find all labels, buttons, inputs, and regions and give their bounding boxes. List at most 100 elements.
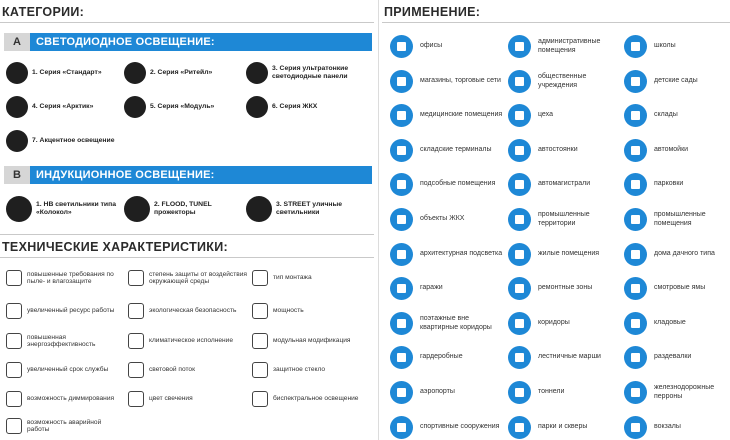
product-item[interactable]: 7. Акцентное освещение — [6, 130, 206, 152]
application-label: складские терминалы — [420, 146, 492, 154]
application-item[interactable]: школы — [624, 35, 728, 58]
application-label: подсобные помещения — [420, 180, 496, 188]
product-label: 1. HB светильники типа «Колокол» — [36, 201, 116, 216]
car-wash-icon — [624, 139, 647, 162]
spec-item: модульная модификация — [252, 333, 370, 349]
spec-label: возможность аварийной работы — [27, 418, 102, 434]
application-item[interactable]: тоннели — [508, 381, 622, 404]
application-item[interactable]: дома дачного типа — [624, 243, 728, 266]
medical-kit-icon — [390, 104, 413, 127]
application-item[interactable]: промышленные территории — [508, 208, 622, 231]
product-item[interactable]: 3. Серия ультратонкие светодиодные панел… — [246, 62, 372, 84]
application-item[interactable]: кладовые — [624, 312, 728, 335]
spec-label: повышенные требования по пыле- и влагоза… — [27, 270, 114, 286]
application-item[interactable]: гаражи — [390, 277, 504, 300]
application-item[interactable]: архитектурная подсветка — [390, 243, 504, 266]
product-label: 1. Серия «Стандарт» — [32, 69, 102, 76]
application-item[interactable]: офисы — [390, 35, 504, 58]
spec-item: увеличенный срок службы — [6, 362, 124, 378]
product-label: 5. Серия «Модуль» — [150, 103, 215, 110]
application-item[interactable]: смотровые ямы — [624, 277, 728, 300]
application-label: архитектурная подсветка — [420, 250, 503, 258]
application-item[interactable]: медицинские помещения — [390, 104, 504, 127]
application-item[interactable]: поэтажные вне квартирные коридоры — [390, 312, 504, 335]
product-item[interactable]: 1. HB светильники типа «Колокол» — [6, 196, 122, 222]
application-label: промышленные территории — [538, 211, 590, 227]
application-item[interactable]: складские терминалы — [390, 139, 504, 162]
led-letter: A — [4, 33, 30, 51]
application-item[interactable]: объекты ЖКХ — [390, 208, 504, 231]
product-item[interactable]: 6. Серия ЖКХ — [246, 96, 372, 118]
spec-label: возможность диммирования — [27, 395, 115, 403]
application-item[interactable]: гардеробные — [390, 346, 504, 369]
spec-item: защитное стекло — [252, 362, 370, 378]
application-item[interactable]: лестничные марши — [508, 346, 622, 369]
public-building-icon — [508, 70, 531, 93]
graduation-cap-icon — [624, 35, 647, 58]
application-item[interactable]: детские сады — [624, 70, 728, 93]
application-item[interactable]: административные помещения — [508, 35, 622, 58]
bulb-icon — [6, 62, 28, 84]
application-item[interactable]: жилые помещения — [508, 243, 622, 266]
product-item[interactable]: 2. FLOOD, TUNEL прожекторы — [124, 196, 242, 222]
application-item[interactable]: парки и скверы — [508, 416, 622, 439]
emergency-icon — [6, 418, 22, 434]
cottage-icon — [624, 243, 647, 266]
application-item[interactable]: цеха — [508, 104, 622, 127]
application-item[interactable]: коридоры — [508, 312, 622, 335]
divider — [0, 234, 374, 235]
application-item[interactable]: вокзалы — [624, 416, 728, 439]
light-flow-icon — [128, 362, 144, 378]
shield-icon — [128, 270, 144, 286]
application-label: административные помещения — [538, 38, 601, 54]
product-item[interactable]: 1. Серия «Стандарт» — [6, 62, 122, 84]
application-item[interactable]: общественные учреждения — [508, 70, 622, 93]
induction-banner: B ИНДУКЦИОННОЕ ОСВЕЩЕНИЕ: — [4, 166, 372, 184]
spec-label: модульная модификация — [273, 337, 351, 345]
product-item[interactable]: 3. STREET уличные светильники — [246, 196, 372, 222]
spec-label: климатическое исполнение — [149, 337, 233, 345]
spotlight-rail-icon — [6, 130, 28, 152]
application-item[interactable]: автомойки — [624, 139, 728, 162]
application-item[interactable]: склады — [624, 104, 728, 127]
application-label: раздевалки — [654, 353, 692, 361]
floodlight-icon — [124, 196, 150, 222]
application-item[interactable]: парковки — [624, 173, 728, 196]
pantry-icon — [624, 312, 647, 335]
bispectral-icon — [252, 391, 268, 407]
dome-lamp-icon — [6, 96, 28, 118]
product-item[interactable]: 2. Серия «Ритейл» — [124, 62, 242, 84]
application-label: коридоры — [538, 319, 570, 327]
application-item[interactable]: железнодорожные перроны — [624, 381, 728, 404]
induction-title: ИНДУКЦИОННОЕ ОСВЕЩЕНИЕ: — [30, 166, 372, 184]
tree-icon — [508, 416, 531, 439]
application-label: цеха — [538, 111, 553, 119]
application-label: медицинские помещения — [420, 111, 503, 119]
application-item[interactable]: ремонтные зоны — [508, 277, 622, 300]
application-label: смотровые ямы — [654, 284, 706, 292]
product-label: 2. FLOOD, TUNEL прожекторы — [154, 201, 212, 216]
plant-icon — [624, 208, 647, 231]
spec-item: климатическое исполнение — [128, 333, 250, 349]
application-label: школы — [654, 42, 676, 50]
led-title: СВЕТОДИОДНОЕ ОСВЕЩЕНИЕ: — [30, 33, 372, 51]
application-item[interactable]: магазины, торговые сети — [390, 70, 504, 93]
application-item[interactable]: спортивные сооружения — [390, 416, 504, 439]
application-item[interactable]: раздевалки — [624, 346, 728, 369]
application-label: объекты ЖКХ — [420, 215, 465, 223]
product-item[interactable]: 4. Серия «Арктик» — [6, 96, 122, 118]
application-item[interactable]: автостоянки — [508, 139, 622, 162]
pit-icon — [624, 277, 647, 300]
spec-item: тип монтажа — [252, 270, 370, 286]
product-item[interactable]: 5. Серия «Модуль» — [124, 96, 242, 118]
application-label: гаражи — [420, 284, 443, 292]
product-label: 3. Серия ультратонкие светодиодные панел… — [272, 65, 349, 80]
categories-title: КАТЕГОРИИ: — [2, 5, 85, 19]
application-item[interactable]: промышленные помещения — [624, 208, 728, 231]
application-item[interactable]: подсобные помещения — [390, 173, 504, 196]
parking-icon — [624, 173, 647, 196]
application-item[interactable]: аэропорты — [390, 381, 504, 404]
application-label: железнодорожные перроны — [654, 384, 715, 400]
application-item[interactable]: автомагистрали — [508, 173, 622, 196]
shopping-cart-icon — [390, 70, 413, 93]
